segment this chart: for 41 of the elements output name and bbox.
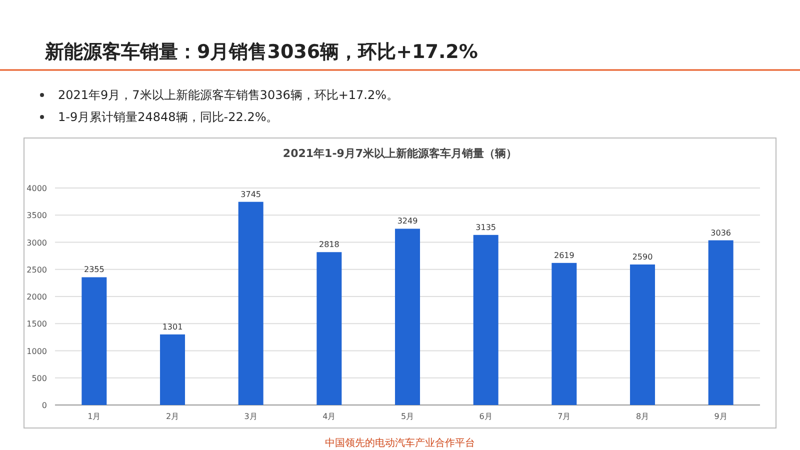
- bar: [630, 264, 655, 405]
- bar: [473, 234, 498, 405]
- text: 1-9月累计销量24848辆，同比-22.2%。: [58, 110, 278, 124]
- bar: [316, 252, 342, 405]
- bar: [552, 262, 577, 405]
- data-label: 3036: [710, 228, 732, 238]
- text: 中国领先的电动汽车产业合作平台: [325, 437, 475, 449]
- data-label: 2818: [318, 240, 340, 250]
- x-tick-label: 6月: [479, 412, 492, 421]
- x-tick-label: 1月: [88, 412, 101, 421]
- x-tick-label: 8月: [636, 412, 650, 421]
- data-label: 3135: [476, 222, 496, 232]
- data-label: 2590: [632, 252, 653, 262]
- bar: [160, 334, 185, 405]
- data-label: 3745: [240, 190, 262, 199]
- chart-title: 新能源客车销量：9月销售3036辆，环比+17.2%: [44, 41, 478, 63]
- data-label: 2355: [84, 265, 104, 274]
- text: 2021年9月，7米以上新能源客车销售3036辆，环比+17.2%。: [58, 88, 399, 102]
- x-tick-label: 9月: [714, 412, 728, 421]
- y-tick-label: 500: [32, 374, 47, 383]
- y-tick-label: 1000: [26, 346, 47, 356]
- y-tick-label: 0: [42, 401, 47, 410]
- y-tick-label: 3500: [26, 211, 47, 220]
- x-tick-label: 4月: [322, 412, 336, 421]
- x-tick-label: 5月: [400, 412, 414, 421]
- bar: [82, 277, 107, 405]
- data-label: 2619: [554, 250, 574, 260]
- data-label: 3249: [397, 216, 418, 226]
- y-tick-label: 2500: [26, 265, 47, 274]
- bar: [238, 202, 264, 405]
- chart-subtitle: 2021年1-9月7米以上新能源客车月销量（辆）: [282, 147, 518, 160]
- y-tick-label: 1500: [26, 320, 47, 329]
- x-tick-label: 2月: [166, 412, 180, 421]
- bar: [395, 228, 420, 405]
- data-label: 1301: [162, 322, 183, 332]
- y-tick-label: 3000: [26, 238, 47, 248]
- y-tick-label: 2000: [26, 292, 47, 302]
- y-tick-label: 4000: [26, 184, 47, 193]
- x-tick-label: 7月: [558, 412, 571, 421]
- bar: [708, 240, 734, 405]
- x-tick-label: 3月: [244, 412, 258, 421]
